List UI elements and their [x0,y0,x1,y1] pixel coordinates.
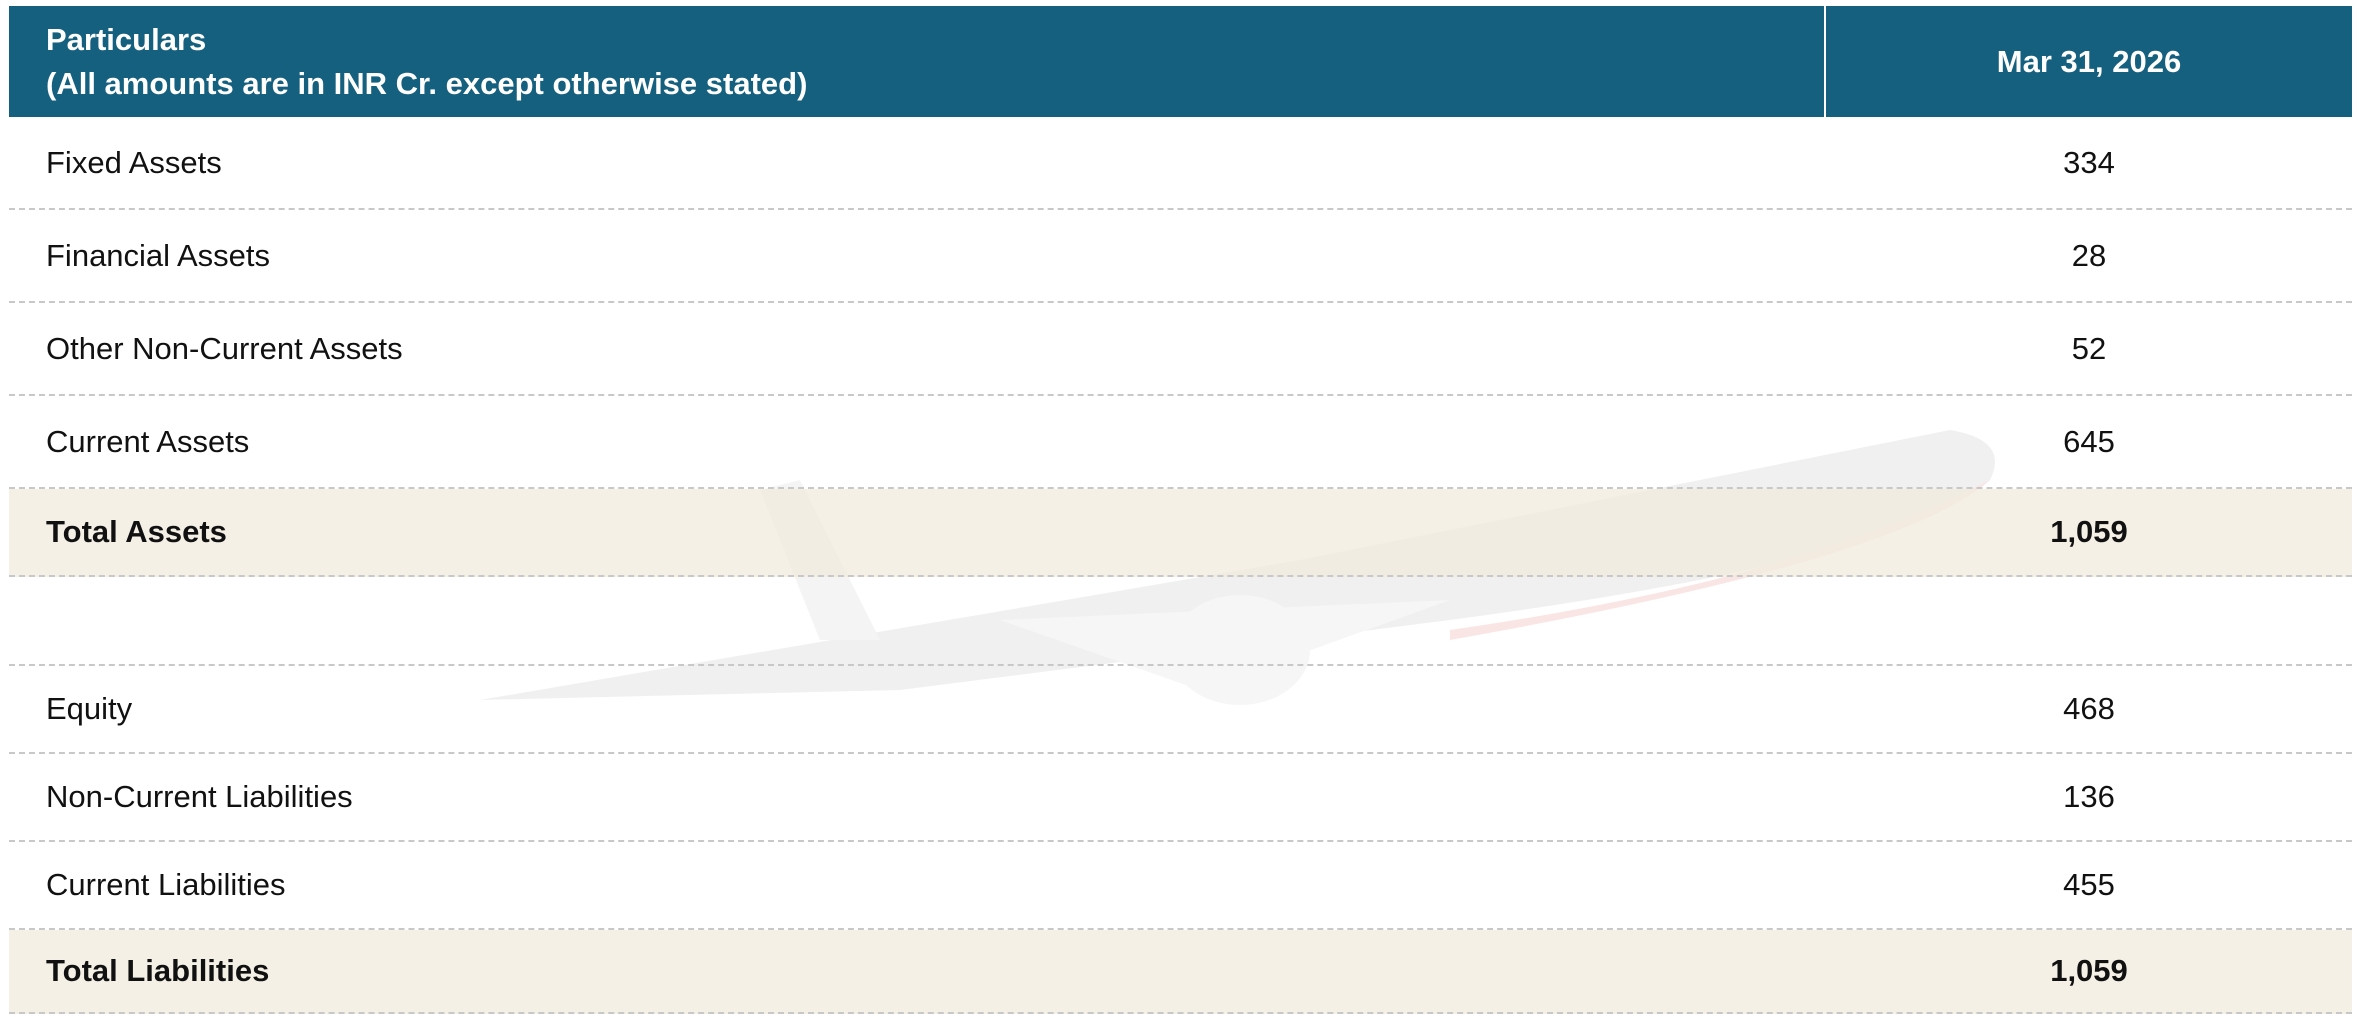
row-label: Current Assets [46,423,250,459]
table-row: Equity 468 [9,666,2352,754]
table-row: Other Non-Current Assets 52 [9,303,2352,396]
table-row: Current Assets 645 [9,396,2352,489]
table-row: Financial Assets 28 [9,210,2352,303]
total-row: Total Assets 1,059 [9,489,2352,577]
row-value: 28 [2071,237,2107,273]
balance-sheet-table: Particulars (All amounts are in INR Cr. … [9,6,2352,1014]
row-value: 1,059 [2050,514,2128,549]
row-value: 455 [2063,867,2115,902]
row-label: Financial Assets [46,237,270,273]
table-row: Current Liabilities 455 [9,842,2352,930]
row-label: Total Assets [46,514,227,549]
engine [1170,595,1310,705]
row-value: 645 [2063,423,2115,459]
header-period: Mar 31, 2026 [1826,6,2352,117]
row-value: 1,059 [2050,953,2128,988]
header-row: Particulars (All amounts are in INR Cr. … [9,6,2352,117]
table-row: Fixed Assets 334 [9,117,2352,210]
row-label: Fixed Assets [46,144,222,180]
header-title: Particulars [46,21,207,57]
stripe [1450,480,1990,640]
header-note: (All amounts are in INR Cr. except other… [46,65,808,101]
row-label: Total Liabilities [46,953,270,988]
row-value: 52 [2071,330,2107,366]
total-row: Total Liabilities 1,059 [9,930,2352,1014]
row-value: 334 [2063,144,2115,180]
header-particulars: Particulars (All amounts are in INR Cr. … [9,6,1824,117]
row-label: Non-Current Liabilities [46,779,353,814]
row-label: Equity [46,691,133,726]
spacer-row [9,577,2352,666]
row-value: 136 [2063,779,2115,814]
row-label: Other Non-Current Assets [46,330,403,366]
row-label: Current Liabilities [46,867,286,902]
table-body: Fixed Assets 334 Financial Assets 28 Other N… [9,117,2352,1014]
table-row: Non-Current Liabilities 136 [9,754,2352,842]
row-value: 468 [2063,691,2115,726]
wing [1000,600,1450,690]
